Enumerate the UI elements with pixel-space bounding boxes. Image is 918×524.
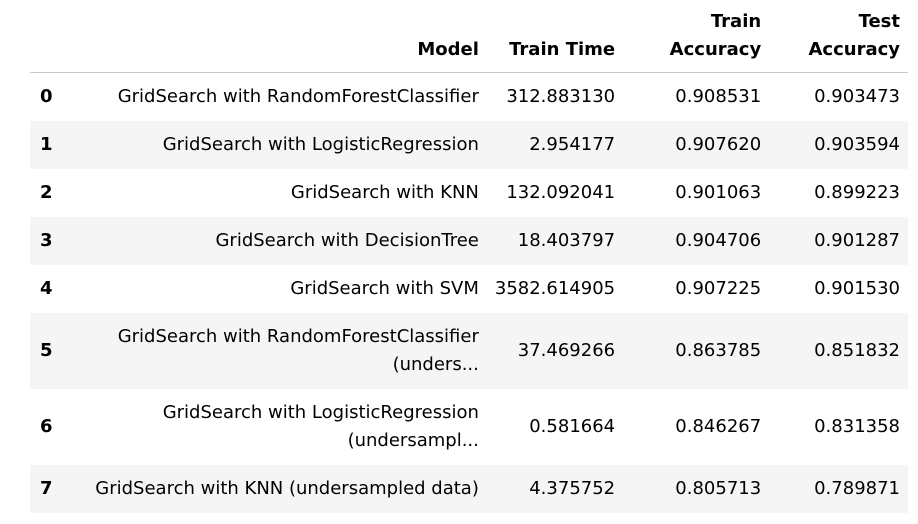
model-cell: GridSearch with RandomForestClassifier (… (87, 313, 487, 389)
model-cell: GridSearch with LogisticRegression (162, 134, 479, 155)
test-accuracy-header-line1: Test (858, 11, 900, 32)
table-body: 0 GridSearch with RandomForestClassifier… (30, 73, 908, 513)
row-index: 4 (40, 278, 53, 299)
model-cell: GridSearch with DecisionTree (215, 230, 479, 251)
row-index: 7 (40, 478, 53, 499)
test-accuracy-cell: 0.903594 (814, 134, 900, 155)
model-cell: GridSearch with KNN (290, 182, 479, 203)
test-accuracy-cell: 0.851832 (814, 340, 900, 361)
train-accuracy-cell: 0.863785 (675, 340, 762, 361)
train-time-cell: 37.469266 (517, 340, 616, 361)
train-accuracy-cell: 0.904706 (675, 230, 762, 251)
header-row: Model Train Time Train Accuracy Test Acc… (30, 0, 908, 73)
test-accuracy-cell: 0.901287 (814, 230, 900, 251)
row-index: 5 (40, 340, 53, 361)
model-text-line1: GridSearch with RandomForestClassifier (117, 325, 479, 347)
train-accuracy-header-line1: Train (710, 11, 762, 32)
train-accuracy-cell: 0.907225 (675, 278, 762, 299)
train-time-cell: 2.954177 (529, 134, 616, 155)
model-text-line1: GridSearch with LogisticRegression (162, 401, 479, 423)
model-column-header: Model (87, 0, 487, 73)
test-accuracy-column-header: Test Accuracy (769, 0, 908, 73)
table-row: 1 GridSearch with LogisticRegression 2.9… (30, 120, 908, 169)
table-row: 2 GridSearch with KNN 132.092041 0.90106… (30, 169, 908, 217)
row-index: 2 (40, 182, 53, 203)
table-header: Model Train Time Train Accuracy Test Acc… (30, 0, 908, 73)
test-accuracy-cell: 0.899223 (814, 182, 900, 203)
table-row: 0 GridSearch with RandomForestClassifier… (30, 73, 908, 121)
table-row: 4 GridSearch with SVM 3582.614905 0.9072… (30, 265, 908, 313)
row-index: 3 (40, 230, 53, 251)
table-row: 3 GridSearch with DecisionTree 18.403797… (30, 216, 908, 265)
train-time-column-header: Train Time (486, 0, 624, 73)
test-accuracy-cell: 0.831358 (814, 416, 900, 437)
index-column-header (30, 0, 88, 73)
results-dataframe: Model Train Time Train Accuracy Test Acc… (30, 0, 908, 513)
train-time-cell: 132.092041 (506, 182, 616, 203)
train-accuracy-cell: 0.846267 (675, 416, 762, 437)
table-row: 7 GridSearch with KNN (undersampled data… (30, 464, 908, 513)
train-time-cell: 4.375752 (529, 478, 616, 499)
model-cell: GridSearch with SVM (290, 278, 479, 299)
row-index: 1 (40, 134, 53, 155)
model-cell: GridSearch with RandomForestClassifier (117, 86, 479, 108)
table-row: 6 GridSearch with LogisticRegression (un… (30, 389, 908, 465)
test-accuracy-cell: 0.903473 (814, 86, 900, 108)
train-time-cell: 3582.614905 (494, 278, 616, 299)
test-accuracy-header-line2: Accuracy (808, 39, 900, 60)
table-row: 5 GridSearch with RandomForestClassifier… (30, 312, 908, 389)
model-cell: GridSearch with KNN (undersampled data) (95, 478, 479, 499)
test-accuracy-cell: 0.901530 (814, 278, 900, 299)
train-accuracy-column-header: Train Accuracy (623, 0, 770, 73)
row-index: 6 (40, 416, 53, 437)
row-index: 0 (40, 86, 53, 108)
train-accuracy-cell: 0.907620 (675, 134, 762, 155)
train-time-cell: 18.403797 (517, 230, 616, 251)
train-accuracy-header-line2: Accuracy (669, 39, 762, 60)
model-text-line2: (undersampl... (347, 429, 479, 451)
train-time-cell: 0.581664 (529, 416, 616, 437)
test-accuracy-cell: 0.789871 (814, 478, 900, 499)
train-accuracy-cell: 0.901063 (675, 182, 762, 203)
train-time-cell: 312.883130 (506, 86, 616, 108)
train-accuracy-cell: 0.805713 (675, 478, 762, 499)
model-text-line2: (unders... (392, 353, 479, 375)
train-accuracy-cell: 0.908531 (675, 86, 762, 108)
model-cell: GridSearch with LogisticRegression (unde… (87, 389, 487, 465)
